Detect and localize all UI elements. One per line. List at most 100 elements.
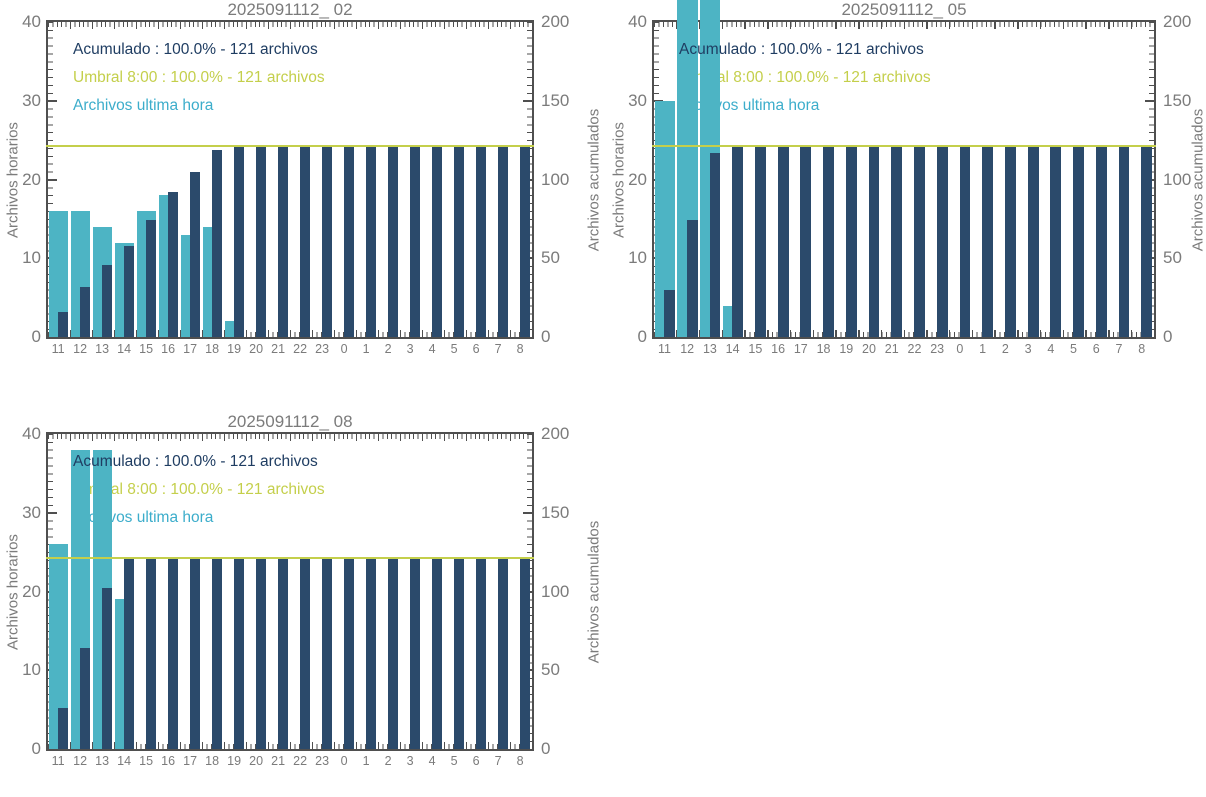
x-slot-tick-top (202, 434, 204, 441)
x-slot-tick-top (1063, 22, 1065, 29)
bar-cumulative (937, 146, 948, 337)
bar-cumulative (800, 146, 811, 337)
x-slot-tick-bottom (224, 742, 226, 749)
x-slot-tick-top (224, 22, 226, 29)
bar-cumulative (256, 558, 267, 749)
x-slot-tick-top (290, 22, 292, 29)
x-slot-tick-bottom (926, 330, 928, 337)
bar-cumulative (1141, 146, 1152, 337)
threshold-line (46, 145, 534, 147)
x-slot-tick-bottom (1040, 330, 1042, 337)
y-major-tick-right (1145, 100, 1154, 102)
dashboard-canvas: { "colors": { "hourly_bar": "#4DB4C4", "… (0, 0, 1206, 771)
x-slot-tick-top (268, 22, 270, 29)
y-tick-label-left: 10 (611, 248, 647, 268)
bar-cumulative (322, 558, 333, 749)
x-slot-tick-top (926, 22, 928, 29)
bar-cumulative (58, 312, 69, 337)
y-tick-label-left: 10 (5, 248, 41, 268)
x-slot-tick-top (1108, 22, 1110, 29)
bar-cumulative (520, 146, 531, 337)
x-slot-tick-top (92, 434, 94, 441)
bar-cumulative (366, 558, 377, 749)
x-slot-tick-top (158, 22, 160, 29)
x-slot-tick-top (510, 434, 512, 441)
y-tick-label-left: 30 (5, 91, 41, 111)
x-slot-tick-top (136, 434, 138, 441)
bar-cumulative (234, 558, 245, 749)
x-slot-tick-bottom (881, 330, 883, 337)
x-slot-tick-top (356, 22, 358, 29)
x-slot-tick-bottom (1063, 330, 1065, 337)
bar-cumulative (498, 558, 509, 749)
x-slot-tick-bottom (994, 330, 996, 337)
y-tick-label-right: 0 (1163, 327, 1206, 347)
x-slot-tick-top (92, 22, 94, 29)
y-tick-label-right: 50 (541, 660, 585, 680)
x-slot-tick-top (949, 22, 951, 29)
threshold-line (46, 557, 534, 559)
y-axis-label-right: Archivos acumulados (586, 109, 603, 252)
y-tick-label-left: 20 (5, 170, 41, 190)
x-slot-tick-top (444, 434, 446, 441)
bar-cumulative (344, 146, 355, 337)
x-slot-tick-bottom (835, 330, 837, 337)
bar-cumulative (388, 146, 399, 337)
x-slot-tick-top (444, 22, 446, 29)
x-slot-tick-top (767, 22, 769, 29)
x-slot-tick-top (813, 22, 815, 29)
x-slot-tick-bottom (246, 330, 248, 337)
chart-title: 2025091112_ 02 (48, 0, 532, 20)
bar-cumulative (190, 172, 201, 337)
x-slot-tick-top (1131, 22, 1133, 29)
x-slot-tick-bottom (444, 742, 446, 749)
y-tick-label-right: 150 (1163, 91, 1206, 111)
x-slot-tick-bottom (790, 330, 792, 337)
x-slot-tick-bottom (767, 330, 769, 337)
x-slot-tick-top (722, 22, 724, 29)
x-slot-tick-top (114, 22, 116, 29)
y-major-tick-right (523, 512, 532, 514)
x-slot-tick-top (422, 22, 424, 29)
x-slot-tick-top (790, 22, 792, 29)
x-slot-tick-top (1085, 22, 1087, 29)
bar-cumulative (664, 290, 675, 337)
bar-cumulative (80, 287, 91, 337)
x-slot-tick-bottom (378, 330, 380, 337)
x-slot-tick-bottom (180, 742, 182, 749)
x-tick-label: 8 (506, 342, 534, 356)
bar-cumulative (1096, 146, 1107, 337)
legend-ultima-hora: Archivos ultima hora (73, 96, 213, 115)
y-tick-label-left: 20 (611, 170, 647, 190)
bar-cumulative (58, 708, 69, 749)
x-slot-tick-top (246, 434, 248, 441)
x-slot-tick-top (1040, 22, 1042, 29)
x-slot-tick-top (466, 434, 468, 441)
x-slot-tick-bottom (488, 330, 490, 337)
x-slot-tick-bottom (813, 330, 815, 337)
bar-cumulative (300, 146, 311, 337)
bar-cumulative (366, 146, 377, 337)
bar-cumulative (322, 146, 333, 337)
x-slot-tick-top (136, 22, 138, 29)
x-slot-tick-top (356, 434, 358, 441)
y-tick-label-left: 10 (5, 660, 41, 680)
bar-cumulative (454, 558, 465, 749)
legend-umbral: Umbral 8:00 : 100.0% - 121 archivos (73, 68, 325, 87)
x-slot-tick-bottom (1017, 330, 1019, 337)
legend-acumulado: Acumulado : 100.0% - 121 archivos (679, 40, 924, 59)
x-slot-tick-bottom (290, 742, 292, 749)
y-tick-label-left: 0 (5, 327, 41, 347)
bar-cumulative (454, 146, 465, 337)
x-slot-tick-bottom (268, 742, 270, 749)
bar-cumulative (146, 220, 157, 337)
x-slot-tick-top (881, 22, 883, 29)
x-slot-tick-top (488, 434, 490, 441)
y-tick-label-right: 0 (541, 739, 585, 759)
x-slot-tick-bottom (422, 742, 424, 749)
bar-cumulative (869, 146, 880, 337)
bar-cumulative (124, 558, 135, 749)
bar-cumulative (278, 558, 289, 749)
x-slot-tick-bottom (510, 742, 512, 749)
bar-cumulative (1119, 146, 1130, 337)
